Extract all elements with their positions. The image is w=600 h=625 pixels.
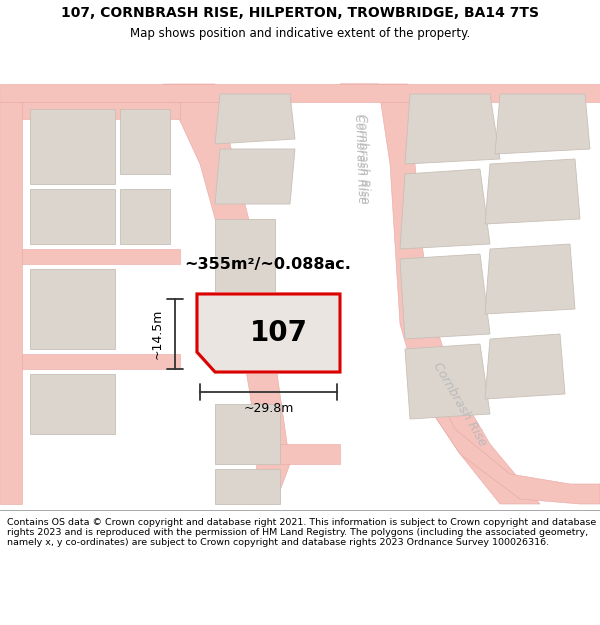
Polygon shape (22, 354, 180, 369)
Polygon shape (30, 189, 115, 244)
Polygon shape (405, 344, 490, 419)
Polygon shape (215, 469, 280, 504)
Polygon shape (30, 109, 115, 184)
Polygon shape (420, 384, 600, 504)
Polygon shape (485, 159, 580, 224)
Polygon shape (120, 109, 170, 174)
Polygon shape (405, 94, 500, 164)
Polygon shape (120, 189, 170, 244)
Polygon shape (195, 292, 340, 374)
Text: ~14.5m: ~14.5m (151, 309, 163, 359)
Text: ~355m²/~0.088ac.: ~355m²/~0.088ac. (185, 256, 352, 271)
Polygon shape (0, 84, 600, 102)
Polygon shape (22, 249, 180, 264)
Polygon shape (485, 334, 565, 399)
Polygon shape (280, 444, 340, 464)
Text: Map shows position and indicative extent of the property.: Map shows position and indicative extent… (130, 26, 470, 39)
Polygon shape (400, 254, 490, 339)
Text: Contains OS data © Crown copyright and database right 2021. This information is : Contains OS data © Crown copyright and d… (7, 518, 596, 548)
Polygon shape (400, 169, 490, 249)
Polygon shape (163, 84, 290, 504)
Polygon shape (197, 294, 340, 372)
Polygon shape (485, 244, 575, 314)
Text: ~29.8m: ~29.8m (244, 401, 293, 414)
Text: Cornbrash Rise: Cornbrash Rise (355, 114, 371, 204)
Polygon shape (215, 219, 275, 334)
Polygon shape (30, 269, 115, 349)
Polygon shape (215, 94, 295, 144)
Polygon shape (495, 94, 590, 154)
Text: 107, CORNBRASH RISE, HILPERTON, TROWBRIDGE, BA14 7TS: 107, CORNBRASH RISE, HILPERTON, TROWBRID… (61, 6, 539, 20)
Text: Cornbrash Rise: Cornbrash Rise (431, 360, 490, 448)
Polygon shape (0, 102, 22, 504)
Polygon shape (30, 374, 115, 434)
Polygon shape (22, 102, 180, 119)
Text: 107: 107 (250, 319, 308, 347)
Polygon shape (215, 404, 280, 464)
Text: Cornbrash Rise: Cornbrash Rise (352, 114, 368, 204)
Polygon shape (215, 149, 295, 204)
Polygon shape (340, 84, 540, 504)
